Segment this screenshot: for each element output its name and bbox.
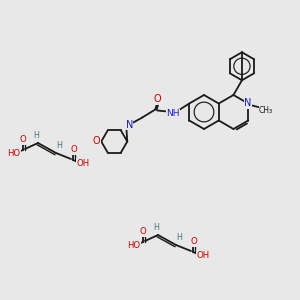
Text: O: O (140, 227, 146, 236)
Text: CH₃: CH₃ (259, 106, 273, 115)
Text: N: N (244, 98, 252, 109)
Text: HO: HO (128, 241, 141, 250)
Text: O: O (92, 136, 100, 146)
Text: O: O (70, 146, 77, 154)
Text: NH: NH (167, 109, 180, 118)
Text: H: H (56, 140, 62, 149)
Text: OH: OH (196, 250, 210, 260)
Text: O: O (190, 238, 197, 247)
Text: N: N (126, 119, 133, 130)
Text: HO: HO (8, 148, 21, 158)
Text: OH: OH (76, 158, 90, 167)
Text: H: H (153, 223, 159, 232)
Text: H: H (33, 130, 39, 140)
Text: O: O (20, 136, 26, 145)
Text: O: O (154, 94, 161, 104)
Text: H: H (176, 232, 182, 242)
